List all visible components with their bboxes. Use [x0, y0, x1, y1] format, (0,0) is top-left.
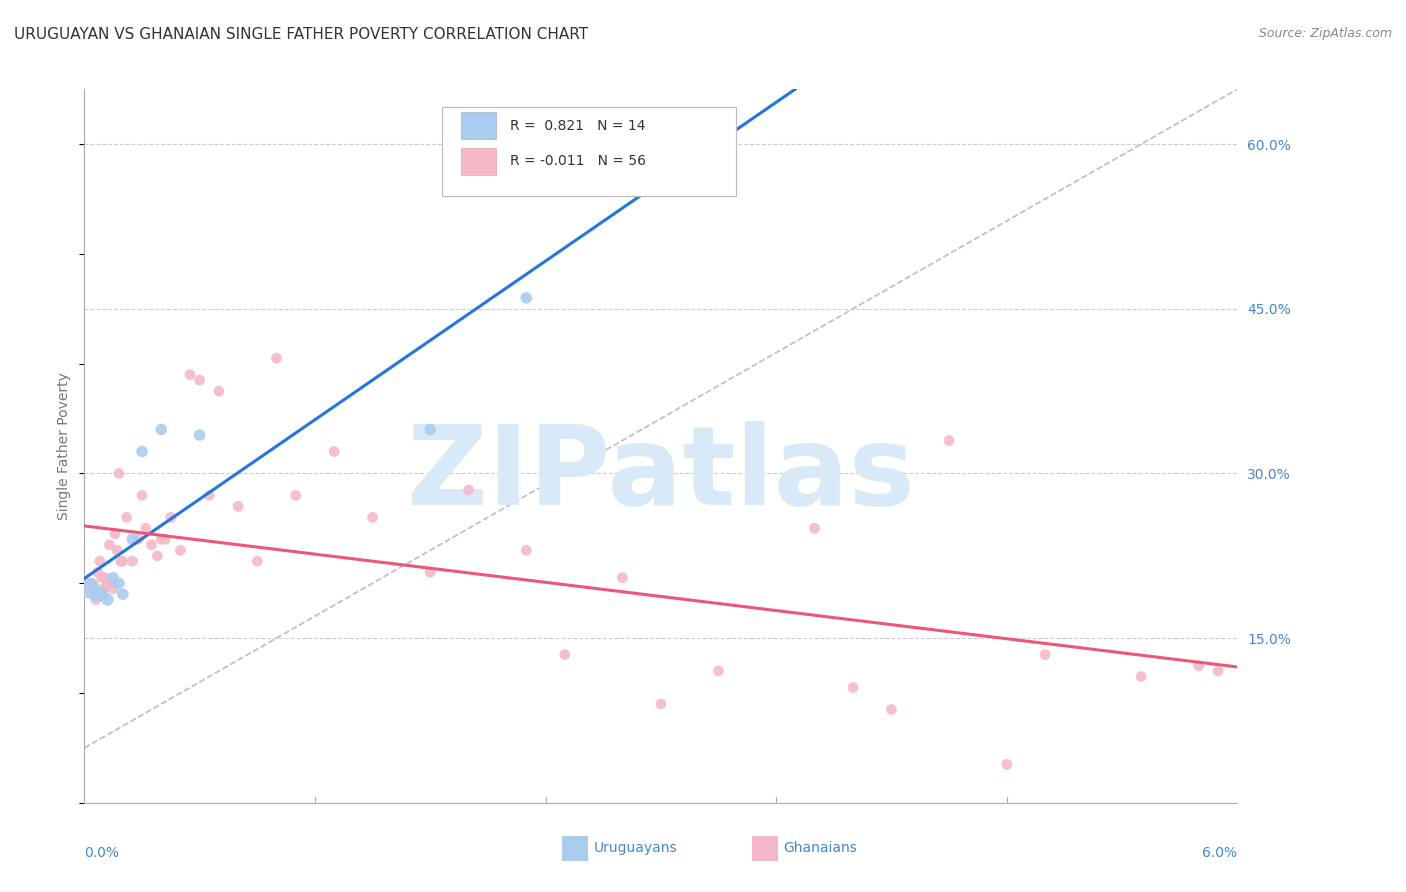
Point	[100, 576, 122, 591]
Point	[108, 467, 131, 481]
Point	[650, 697, 672, 711]
Point	[96, 576, 118, 591]
Point	[87, 566, 110, 580]
Point	[188, 373, 211, 387]
Point	[93, 582, 115, 596]
Point	[246, 554, 269, 568]
Point	[323, 444, 346, 458]
Text: Source: ZipAtlas.com: Source: ZipAtlas.com	[1258, 27, 1392, 40]
Point	[111, 587, 134, 601]
Point	[198, 488, 221, 502]
Text: 0.0%: 0.0%	[84, 846, 120, 860]
Point	[554, 648, 576, 662]
Point	[131, 488, 153, 502]
Point	[141, 538, 163, 552]
Point	[419, 566, 441, 580]
Point	[515, 543, 537, 558]
Text: Uruguayans: Uruguayans	[593, 841, 676, 855]
Point	[188, 428, 211, 442]
Point	[707, 664, 730, 678]
Point	[419, 423, 441, 437]
Point	[77, 576, 100, 591]
Point	[938, 434, 960, 448]
Point	[135, 521, 157, 535]
Point	[90, 587, 112, 601]
Point	[89, 554, 111, 568]
Point	[169, 543, 191, 558]
Point	[83, 587, 105, 601]
Point	[1033, 648, 1056, 662]
Point	[105, 543, 128, 558]
Point	[84, 587, 107, 601]
Point	[803, 521, 825, 535]
Point	[266, 351, 288, 366]
Point	[121, 554, 143, 568]
Point	[179, 368, 201, 382]
Point	[842, 681, 865, 695]
Point	[515, 291, 537, 305]
Point	[153, 533, 176, 547]
Point	[1206, 664, 1229, 678]
Point	[160, 510, 183, 524]
Y-axis label: Single Father Poverty: Single Father Poverty	[58, 372, 72, 520]
Point	[84, 592, 107, 607]
Point	[284, 488, 307, 502]
Point	[79, 582, 101, 596]
FancyBboxPatch shape	[461, 112, 496, 139]
Point	[108, 576, 131, 591]
Point	[131, 444, 153, 458]
Point	[995, 757, 1018, 772]
Point	[121, 533, 143, 547]
Text: ZIPatlas: ZIPatlas	[406, 421, 915, 528]
Point	[111, 554, 134, 568]
FancyBboxPatch shape	[461, 148, 496, 175]
Text: 6.0%: 6.0%	[1202, 846, 1237, 860]
Text: Ghanaians: Ghanaians	[783, 841, 858, 855]
FancyBboxPatch shape	[441, 107, 735, 196]
Point	[127, 533, 149, 547]
Point	[880, 702, 903, 716]
Point	[612, 571, 634, 585]
Point	[457, 483, 479, 497]
Point	[98, 538, 121, 552]
Point	[110, 554, 132, 568]
Text: R = -0.011   N = 56: R = -0.011 N = 56	[510, 154, 645, 169]
Point	[103, 582, 124, 596]
Point	[146, 549, 169, 563]
Point	[96, 592, 118, 607]
Point	[150, 423, 173, 437]
Point	[80, 576, 103, 591]
Point	[150, 533, 173, 547]
Point	[104, 526, 127, 541]
Point	[103, 571, 124, 585]
Point	[572, 176, 595, 190]
Point	[1188, 658, 1211, 673]
Point	[226, 500, 249, 514]
Point	[90, 571, 112, 585]
Point	[1130, 669, 1153, 683]
Text: URUGUAYAN VS GHANAIAN SINGLE FATHER POVERTY CORRELATION CHART: URUGUAYAN VS GHANAIAN SINGLE FATHER POVE…	[14, 27, 588, 42]
Point	[361, 510, 384, 524]
Text: R =  0.821   N = 14: R = 0.821 N = 14	[510, 119, 645, 133]
Point	[208, 384, 231, 398]
Point	[115, 510, 138, 524]
Point	[94, 571, 117, 585]
Point	[79, 582, 101, 596]
